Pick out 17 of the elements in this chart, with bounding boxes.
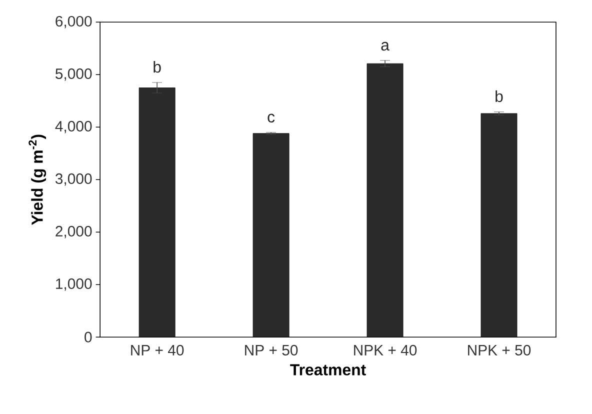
y-tick-label: 2,000 — [56, 226, 92, 238]
annotation: c — [268, 114, 275, 122]
annotation: a — [381, 42, 390, 51]
y-tick-label: 5,000 — [56, 68, 92, 81]
x-tick-label: NPK + 40 — [354, 344, 417, 356]
y-tick-label: 0 — [84, 332, 92, 342]
y-tick-label: 4,000 — [55, 120, 92, 134]
annotation: b — [154, 60, 161, 73]
x-tick-label: NP + 40 — [131, 344, 184, 356]
y-axis-title: Yield (g m$^{-2}$) — [28, 134, 46, 225]
x-axis-title: Treatment — [290, 364, 366, 376]
x-tick-label: NPK + 50 — [468, 344, 531, 356]
y-tick-label: 6,000 — [56, 16, 92, 28]
annotation: b — [496, 90, 503, 102]
y-tick-label: 3,000 — [55, 173, 92, 186]
x-tick-label: NP + 50 — [245, 344, 298, 356]
y-tick-label: 1,000 — [56, 278, 92, 291]
